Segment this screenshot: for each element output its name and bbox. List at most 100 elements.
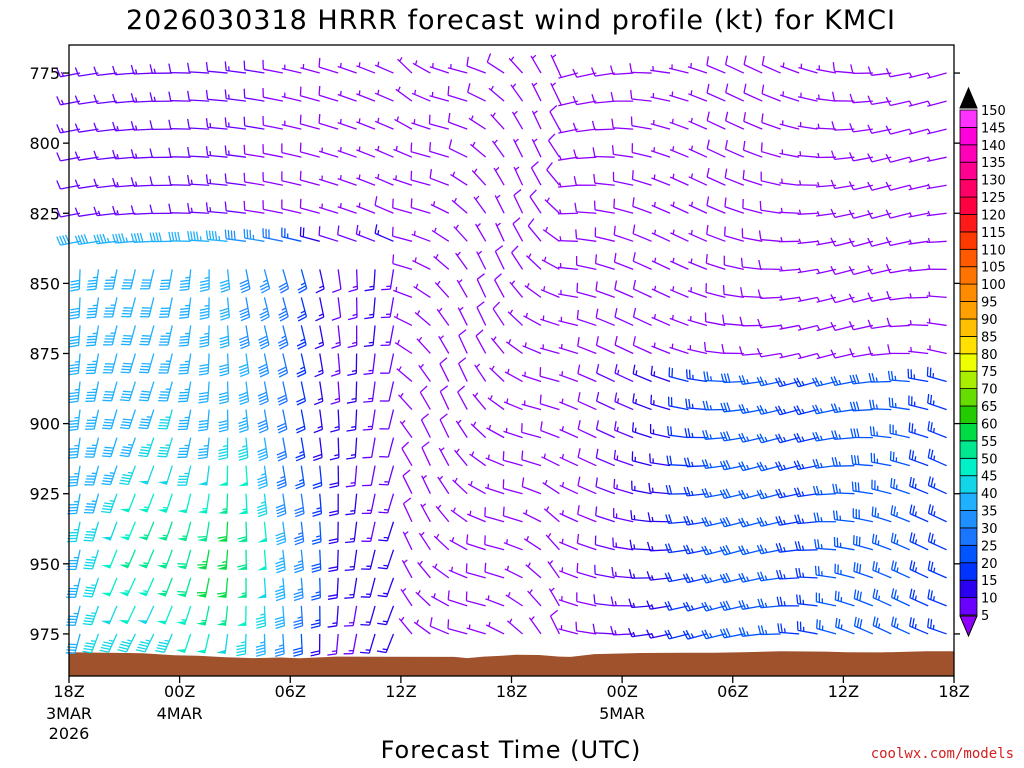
wind-barb bbox=[927, 476, 947, 495]
wind-barb bbox=[890, 505, 910, 523]
barb-feather bbox=[329, 456, 340, 461]
wind-barb bbox=[740, 257, 763, 271]
barb-staff bbox=[60, 100, 81, 106]
barb-staff bbox=[487, 397, 505, 411]
wind-barb bbox=[86, 269, 100, 291]
wind-barb bbox=[540, 344, 560, 355]
wind-barb bbox=[112, 177, 136, 188]
barb-staff bbox=[97, 184, 118, 189]
barb-staff bbox=[650, 123, 671, 130]
barb-feather bbox=[632, 279, 637, 290]
barb-staff bbox=[743, 92, 763, 102]
barb-staff bbox=[226, 182, 247, 186]
barb-staff bbox=[706, 262, 726, 270]
wind-barb bbox=[632, 224, 652, 242]
wind-barb bbox=[651, 342, 671, 355]
wind-barb bbox=[646, 541, 671, 552]
wind-barb bbox=[650, 147, 671, 158]
wind-barb bbox=[576, 309, 597, 327]
barb-half-feather bbox=[839, 515, 842, 521]
wind-barb bbox=[909, 476, 929, 495]
barb-half-feather bbox=[162, 590, 167, 593]
wind-barb bbox=[363, 381, 376, 403]
wind-barb bbox=[93, 233, 118, 245]
wind-barb bbox=[379, 381, 395, 402]
barb-feather bbox=[70, 288, 80, 292]
barb-half-feather bbox=[351, 369, 357, 373]
wind-barb bbox=[65, 605, 81, 626]
wind-barb bbox=[756, 544, 781, 555]
wind-barb bbox=[177, 409, 192, 431]
barb-staff bbox=[890, 100, 910, 107]
wind-barb bbox=[706, 225, 726, 242]
wind-barb bbox=[614, 280, 634, 298]
wind-barb bbox=[103, 325, 118, 346]
wind-barb bbox=[485, 621, 505, 635]
wind-barb bbox=[312, 465, 323, 490]
wind-barb bbox=[420, 413, 431, 438]
wind-barb bbox=[74, 179, 99, 189]
barb-feather bbox=[68, 450, 79, 453]
barb-staff bbox=[187, 325, 192, 346]
barb-pennant bbox=[176, 565, 187, 570]
barb-feather bbox=[848, 237, 855, 247]
wind-barb bbox=[187, 202, 210, 214]
barb-half-feather bbox=[764, 629, 768, 635]
barb-feather bbox=[180, 307, 190, 310]
barb-half-feather bbox=[550, 587, 555, 592]
barb-staff bbox=[816, 68, 837, 74]
barb-half-feather bbox=[529, 589, 533, 594]
barb-staff bbox=[760, 549, 781, 555]
barb-feather bbox=[360, 651, 370, 654]
wind-barb bbox=[337, 203, 357, 214]
wind-barb bbox=[886, 317, 910, 328]
barb-staff bbox=[835, 626, 855, 635]
x-axis-label: Forecast Time (UTC) bbox=[381, 736, 642, 764]
barb-feather bbox=[177, 231, 181, 242]
barb-staff bbox=[761, 180, 781, 186]
wind-barb bbox=[238, 465, 249, 487]
barb-staff bbox=[133, 128, 154, 131]
barb-feather bbox=[158, 641, 169, 645]
wind-barb bbox=[69, 325, 81, 348]
wind-barb bbox=[216, 605, 229, 626]
wind-barb bbox=[577, 420, 597, 439]
barb-feather bbox=[793, 406, 799, 415]
wind-barb bbox=[175, 633, 192, 654]
barb-half-feather bbox=[146, 444, 152, 446]
barb-half-feather bbox=[801, 380, 805, 386]
barb-staff bbox=[872, 624, 892, 635]
wind-barb bbox=[527, 589, 542, 607]
barb-half-feather bbox=[369, 313, 374, 316]
barb-half-feather bbox=[455, 224, 459, 230]
barb-half-feather bbox=[558, 72, 562, 78]
barb-staff bbox=[530, 55, 542, 74]
barb-staff bbox=[90, 633, 100, 653]
barb-feather bbox=[867, 66, 873, 76]
barb-feather bbox=[377, 567, 388, 570]
wind-barb bbox=[576, 592, 597, 607]
barb-feather bbox=[627, 627, 633, 637]
barb-feather bbox=[258, 453, 268, 459]
barb-half-feather bbox=[351, 425, 356, 428]
barb-feather bbox=[123, 362, 133, 365]
barb-feather bbox=[886, 290, 891, 301]
barb-staff bbox=[760, 324, 781, 329]
barb-feather bbox=[830, 376, 836, 386]
barb-staff bbox=[688, 204, 708, 214]
barb-staff bbox=[669, 176, 689, 186]
barb-staff bbox=[577, 400, 597, 411]
barb-staff bbox=[78, 269, 81, 290]
barb-staff bbox=[779, 631, 800, 635]
barb-half-feather bbox=[339, 203, 342, 208]
barb-feather bbox=[218, 456, 228, 461]
barb-feather bbox=[912, 505, 916, 515]
barb-staff bbox=[476, 251, 487, 270]
barb-half-feather bbox=[653, 313, 657, 319]
barb-half-feather bbox=[782, 519, 786, 525]
barb-feather bbox=[93, 94, 98, 104]
barb-staff bbox=[392, 289, 413, 299]
barb-feather bbox=[275, 594, 285, 599]
barb-half-feather bbox=[783, 574, 786, 579]
barb-staff bbox=[189, 183, 210, 186]
